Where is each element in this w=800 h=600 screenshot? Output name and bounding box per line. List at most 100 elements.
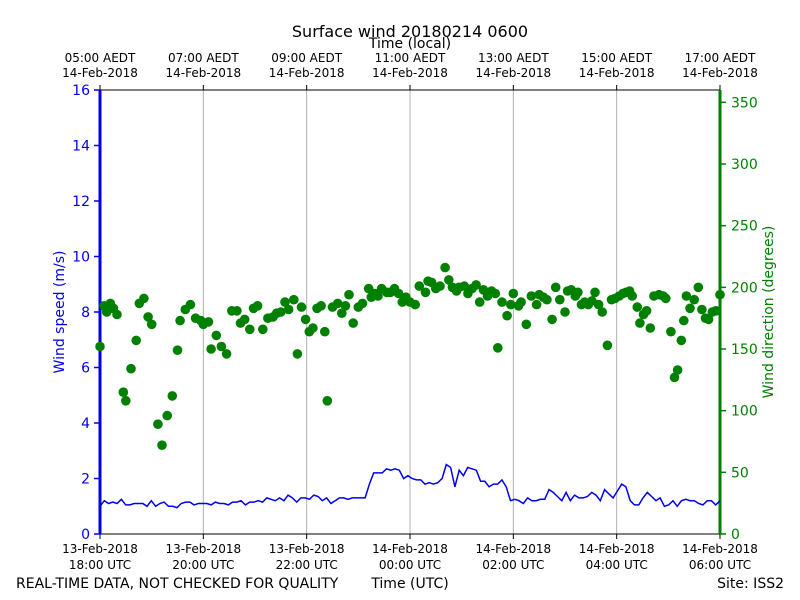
x-tick-label-time: 04:00 UTC xyxy=(586,558,648,572)
wind-direction-point xyxy=(602,340,613,351)
wind-direction-point xyxy=(206,344,216,354)
wind-direction-point xyxy=(153,419,163,430)
top-tick-label-time: 17:00 AEDT xyxy=(685,51,756,65)
wind-direction-point xyxy=(493,343,503,353)
wind-direction-point xyxy=(414,281,425,291)
left-axis-label: Wind speed (m/s) xyxy=(52,251,68,374)
y-tick-label-right: 150 xyxy=(731,342,758,358)
wind-direction-point xyxy=(258,324,268,335)
wind-direction-point xyxy=(157,440,167,451)
wind-direction-point xyxy=(232,306,242,316)
x-tick-label-time: 20:00 UTC xyxy=(172,558,234,572)
wind-direction-point xyxy=(627,291,637,301)
wind-direction-point xyxy=(689,294,699,305)
wind-direction-point xyxy=(531,299,542,310)
wind-direction-point xyxy=(703,314,714,325)
x-tick-label-date: 13-Feb-2018 xyxy=(62,542,138,556)
wind-direction-point xyxy=(521,319,532,330)
y-tick-label-left: 2 xyxy=(81,472,90,488)
wind-direction-point xyxy=(508,288,519,299)
x-tick-label-date: 13-Feb-2018 xyxy=(165,542,241,556)
wind-direction-point xyxy=(118,387,129,398)
wind-direction-point xyxy=(490,288,501,299)
wind-direction-point xyxy=(139,293,149,304)
top-tick-label-date: 14-Feb-2018 xyxy=(475,66,551,80)
wind-direction-point xyxy=(516,297,526,307)
top-tick-label-time: 15:00 AEDT xyxy=(581,51,652,65)
wind-direction-point xyxy=(474,297,485,307)
wind-direction-point xyxy=(645,323,656,333)
y-tick-label-left: 16 xyxy=(72,83,90,99)
wind-direction-point xyxy=(590,287,600,298)
wind-direction-point xyxy=(239,314,250,325)
wind-direction-point xyxy=(283,304,294,315)
wind-direction-point xyxy=(597,307,607,317)
wind-direction-point xyxy=(357,298,368,309)
y-tick-label-left: 10 xyxy=(72,250,90,266)
wind-direction-point xyxy=(112,309,122,320)
wind-direction-point xyxy=(471,280,481,290)
axis-ticks: 13-Feb-2018 18:00 UTC 13-Feb-2018 20:00 UTC… xyxy=(62,51,758,572)
y-tick-label-right: 200 xyxy=(731,280,758,296)
y-tick-label-left: 0 xyxy=(81,527,90,543)
wind-direction-point xyxy=(216,341,227,352)
data-series xyxy=(95,262,725,509)
wind-direction-point xyxy=(175,315,185,326)
wind-direction-point xyxy=(276,307,286,317)
wind-direction-point xyxy=(550,282,561,293)
wind-direction-point xyxy=(308,323,318,333)
x-tick-label-time: 06:00 UTC xyxy=(689,558,751,572)
top-tick-label-time: 07:00 AEDT xyxy=(168,51,239,65)
wind-direction-point xyxy=(459,281,470,291)
wind-direction-point xyxy=(126,363,136,374)
wind-direction-point xyxy=(162,410,172,421)
wind-direction-point xyxy=(393,288,404,299)
x-tick-label-time: 02:00 UTC xyxy=(482,558,544,572)
wind-direction-point xyxy=(440,262,450,273)
y-tick-label-right: 100 xyxy=(731,404,758,420)
top-tick-label-date: 14-Feb-2018 xyxy=(62,66,138,80)
chart-title: Surface wind 20180214 0600 xyxy=(292,22,528,41)
wind-direction-point xyxy=(560,307,570,317)
wind-direction-point xyxy=(296,302,307,312)
wind-direction-point xyxy=(506,299,516,310)
right-axis-label: Wind direction (degrees) xyxy=(761,226,777,399)
wind-direction-point xyxy=(348,318,359,328)
top-tick-label-time: 05:00 AEDT xyxy=(65,51,136,65)
wind-direction-point xyxy=(711,306,721,316)
wind-direction-point xyxy=(669,372,680,383)
x-tick-label-date: 13-Feb-2018 xyxy=(269,542,345,556)
wind-direction-point xyxy=(661,293,671,304)
wind-direction-point xyxy=(715,289,725,300)
wind-speed-line xyxy=(99,463,721,509)
wind-direction-point xyxy=(121,396,131,406)
wind-direction-point xyxy=(444,275,454,285)
wind-direction-point xyxy=(280,297,290,307)
x-tick-label-date: 14-Feb-2018 xyxy=(475,542,551,556)
wind-direction-point xyxy=(547,314,557,325)
top-tick-label-date: 14-Feb-2018 xyxy=(269,66,345,80)
wind-direction-point xyxy=(143,312,153,322)
wind-direction-point xyxy=(167,391,178,401)
top-tick-label-date: 14-Feb-2018 xyxy=(579,66,655,80)
y-tick-label-left: 8 xyxy=(81,305,90,321)
wind-direction-point xyxy=(681,291,692,301)
wind-direction-point xyxy=(666,326,676,337)
y-tick-label-right: 300 xyxy=(731,157,758,173)
wind-direction-point xyxy=(340,301,351,311)
wind-direction-point xyxy=(672,365,683,375)
wind-direction-point xyxy=(697,304,707,315)
wind-direction-point xyxy=(322,396,333,406)
x-tick-label-time: 22:00 UTC xyxy=(276,558,338,572)
wind-direction-point xyxy=(245,324,255,335)
y-tick-label-right: 350 xyxy=(731,95,758,111)
top-tick-label-date: 14-Feb-2018 xyxy=(682,66,758,80)
wind-direction-point xyxy=(555,294,565,305)
wind-direction-point xyxy=(542,294,552,305)
wind-direction-point xyxy=(502,310,512,321)
wind-direction-point xyxy=(185,299,196,310)
x-tick-label-time: 00:00 UTC xyxy=(379,558,441,572)
y-tick-label-right: 250 xyxy=(731,219,758,235)
wind-direction-point xyxy=(685,303,695,314)
wind-direction-point xyxy=(95,341,105,352)
